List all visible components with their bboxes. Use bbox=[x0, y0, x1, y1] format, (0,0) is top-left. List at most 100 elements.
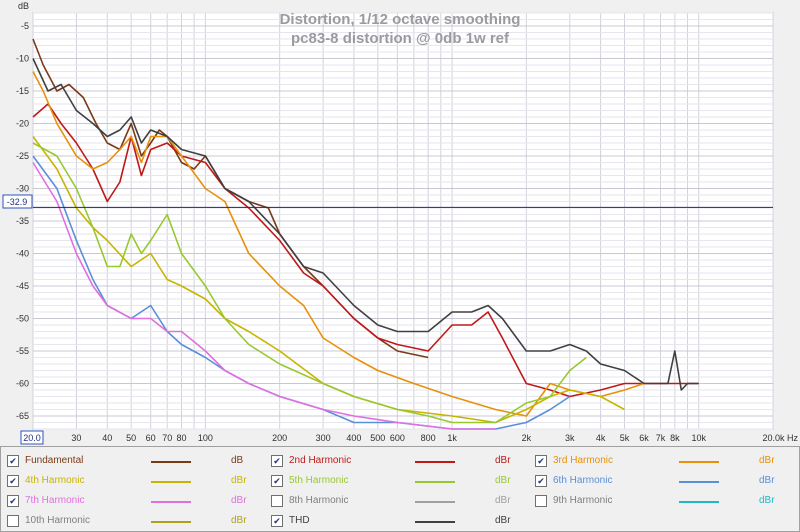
legend-checkbox[interactable] bbox=[535, 495, 547, 507]
legend-line-swatch bbox=[151, 501, 191, 503]
x-tick-label: 200 bbox=[272, 433, 287, 443]
legend-unit: dBr bbox=[231, 495, 247, 506]
y-tick-label: -60 bbox=[16, 379, 29, 389]
legend-line-swatch bbox=[415, 481, 455, 483]
legend-series-name: 7th Harmonic bbox=[25, 495, 85, 506]
x-tick-label: 50 bbox=[126, 433, 136, 443]
legend-series-name: 4th Harmonic bbox=[25, 475, 85, 486]
legend-series-name: 5th Harmonic bbox=[289, 475, 349, 486]
distortion-chart: -5 -10 -15 -20 -25 -30 -35 -40 -45 -50 -55 -60 -65 30… bbox=[2, 1, 799, 445]
y-tick-label: -65 bbox=[16, 411, 29, 421]
y-tick-label: -5 bbox=[21, 21, 29, 31]
x-tick-label: 7k bbox=[656, 433, 666, 443]
x-tick-label: 40 bbox=[102, 433, 112, 443]
legend-item-6th-harmonic: ✔ 6th Harmonic dBr bbox=[533, 471, 797, 491]
series-line-thd bbox=[32, 58, 699, 391]
x-range-start-box[interactable] bbox=[20, 430, 44, 445]
legend-line-swatch bbox=[679, 501, 719, 503]
legend-line-swatch bbox=[151, 461, 191, 463]
legend-item-10th-harmonic: 10th Harmonic dBr bbox=[5, 511, 269, 531]
x-tick-label: 300 bbox=[316, 433, 331, 443]
y-tick-label: -20 bbox=[16, 119, 29, 129]
y-tick-label: -30 bbox=[16, 184, 29, 194]
x-tick-label: 10k bbox=[691, 433, 706, 443]
y-tick-label: -25 bbox=[16, 151, 29, 161]
legend-line-swatch bbox=[151, 481, 191, 483]
legend-unit: dBr bbox=[495, 495, 511, 506]
x-tick-label: 400 bbox=[346, 433, 361, 443]
x-tick-label: 100 bbox=[198, 433, 213, 443]
x-tick-label: 800 bbox=[421, 433, 436, 443]
legend-line-swatch bbox=[415, 501, 455, 503]
legend-line-swatch bbox=[151, 521, 191, 523]
legend-checkbox[interactable] bbox=[7, 515, 19, 527]
legend-unit: dBr bbox=[495, 475, 511, 486]
x-tick-label: 500 bbox=[370, 433, 385, 443]
legend-checkbox[interactable]: ✔ bbox=[271, 455, 283, 467]
legend-line-swatch bbox=[679, 461, 719, 463]
series-lines bbox=[32, 38, 699, 430]
legend-item-2nd-harmonic: ✔ 2nd Harmonic dBr bbox=[269, 451, 533, 471]
legend-item-8th-harmonic: 8th Harmonic dBr bbox=[269, 491, 533, 511]
legend-item-3rd-harmonic: ✔ 3rd Harmonic dBr bbox=[533, 451, 797, 471]
legend-unit: dBr bbox=[495, 455, 511, 466]
y-tick-label: -10 bbox=[16, 54, 29, 64]
y-tick-label: -45 bbox=[16, 281, 29, 291]
x-tick-label: 2k bbox=[522, 433, 532, 443]
series-line-2nd-harmonic bbox=[32, 103, 699, 398]
legend-checkbox[interactable]: ✔ bbox=[535, 475, 547, 487]
legend-panel: ✔ Fundamental dB ✔ 2nd Harmonic dBr ✔ 3rd Harmo… bbox=[0, 446, 800, 532]
x-tick-label: 30 bbox=[71, 433, 81, 443]
legend-series-name: THD bbox=[289, 515, 310, 526]
y-tick-label: -50 bbox=[16, 314, 29, 324]
legend-checkbox[interactable]: ✔ bbox=[271, 475, 283, 487]
y-tick-label: -15 bbox=[16, 86, 29, 96]
x-tick-label: 1k bbox=[447, 433, 457, 443]
chart-subtitle: pc83-8 distortion @ 0db 1w ref bbox=[291, 30, 510, 47]
legend-line-swatch bbox=[415, 461, 455, 463]
x-tick-label: 70 bbox=[162, 433, 172, 443]
y-tick-label: -35 bbox=[16, 216, 29, 226]
cursor-value-box[interactable] bbox=[2, 194, 33, 209]
series-line-5th-harmonic bbox=[32, 142, 587, 424]
legend-item-9th-harmonic: 9th Harmonic dBr bbox=[533, 491, 797, 511]
x-range-start: 20.0 bbox=[23, 433, 41, 443]
x-tick-label: 80 bbox=[177, 433, 187, 443]
legend-unit: dBr bbox=[759, 495, 775, 506]
legend-unit: dB bbox=[231, 455, 244, 466]
legend-checkbox[interactable]: ✔ bbox=[271, 515, 283, 527]
x-tick-label: 3k bbox=[565, 433, 575, 443]
legend-series-name: Fundamental bbox=[25, 455, 84, 466]
x-tick-label: 8k bbox=[670, 433, 680, 443]
x-tick-label: 600 bbox=[390, 433, 405, 443]
legend-checkbox[interactable] bbox=[271, 495, 283, 507]
series-line-7th-harmonic bbox=[32, 162, 496, 430]
legend-unit: dBr bbox=[495, 515, 511, 526]
legend-item-thd: ✔ THD dBr bbox=[269, 511, 533, 531]
legend-unit: dBr bbox=[759, 475, 775, 486]
legend-checkbox[interactable]: ✔ bbox=[7, 495, 19, 507]
series-line-4th-harmonic bbox=[32, 136, 625, 424]
legend-series-name: 6th Harmonic bbox=[553, 475, 613, 486]
chart-title: Distortion, 1/12 octave smoothing bbox=[280, 11, 521, 28]
x-tick-label: 20.0k Hz bbox=[762, 433, 798, 443]
cursor-value: -32.9 bbox=[7, 197, 28, 207]
y-axis-label: dB bbox=[18, 1, 29, 11]
legend-unit: dBr bbox=[231, 475, 247, 486]
legend-line-swatch bbox=[415, 521, 455, 523]
legend-series-name: 8th Harmonic bbox=[289, 495, 349, 506]
legend-line-swatch bbox=[679, 481, 719, 483]
legend-checkbox[interactable]: ✔ bbox=[7, 455, 19, 467]
x-tick-label: 5k bbox=[620, 433, 630, 443]
legend-checkbox[interactable]: ✔ bbox=[535, 455, 547, 467]
x-tick-label: 6k bbox=[639, 433, 649, 443]
axes: -5 -10 -15 -20 -25 -30 -35 -40 -45 -50 -55 -60 -65 30… bbox=[16, 21, 799, 443]
y-tick-label: -55 bbox=[16, 346, 29, 356]
legend-checkbox[interactable]: ✔ bbox=[7, 475, 19, 487]
legend-series-name: 2nd Harmonic bbox=[289, 455, 352, 466]
legend-series-name: 3rd Harmonic bbox=[553, 455, 614, 466]
y-tick-label: -40 bbox=[16, 249, 29, 259]
legend-series-name: 9th Harmonic bbox=[553, 495, 613, 506]
x-tick-label: 4k bbox=[596, 433, 606, 443]
legend-unit: dBr bbox=[759, 455, 775, 466]
